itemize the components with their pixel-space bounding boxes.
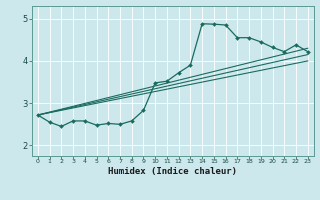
X-axis label: Humidex (Indice chaleur): Humidex (Indice chaleur) xyxy=(108,167,237,176)
